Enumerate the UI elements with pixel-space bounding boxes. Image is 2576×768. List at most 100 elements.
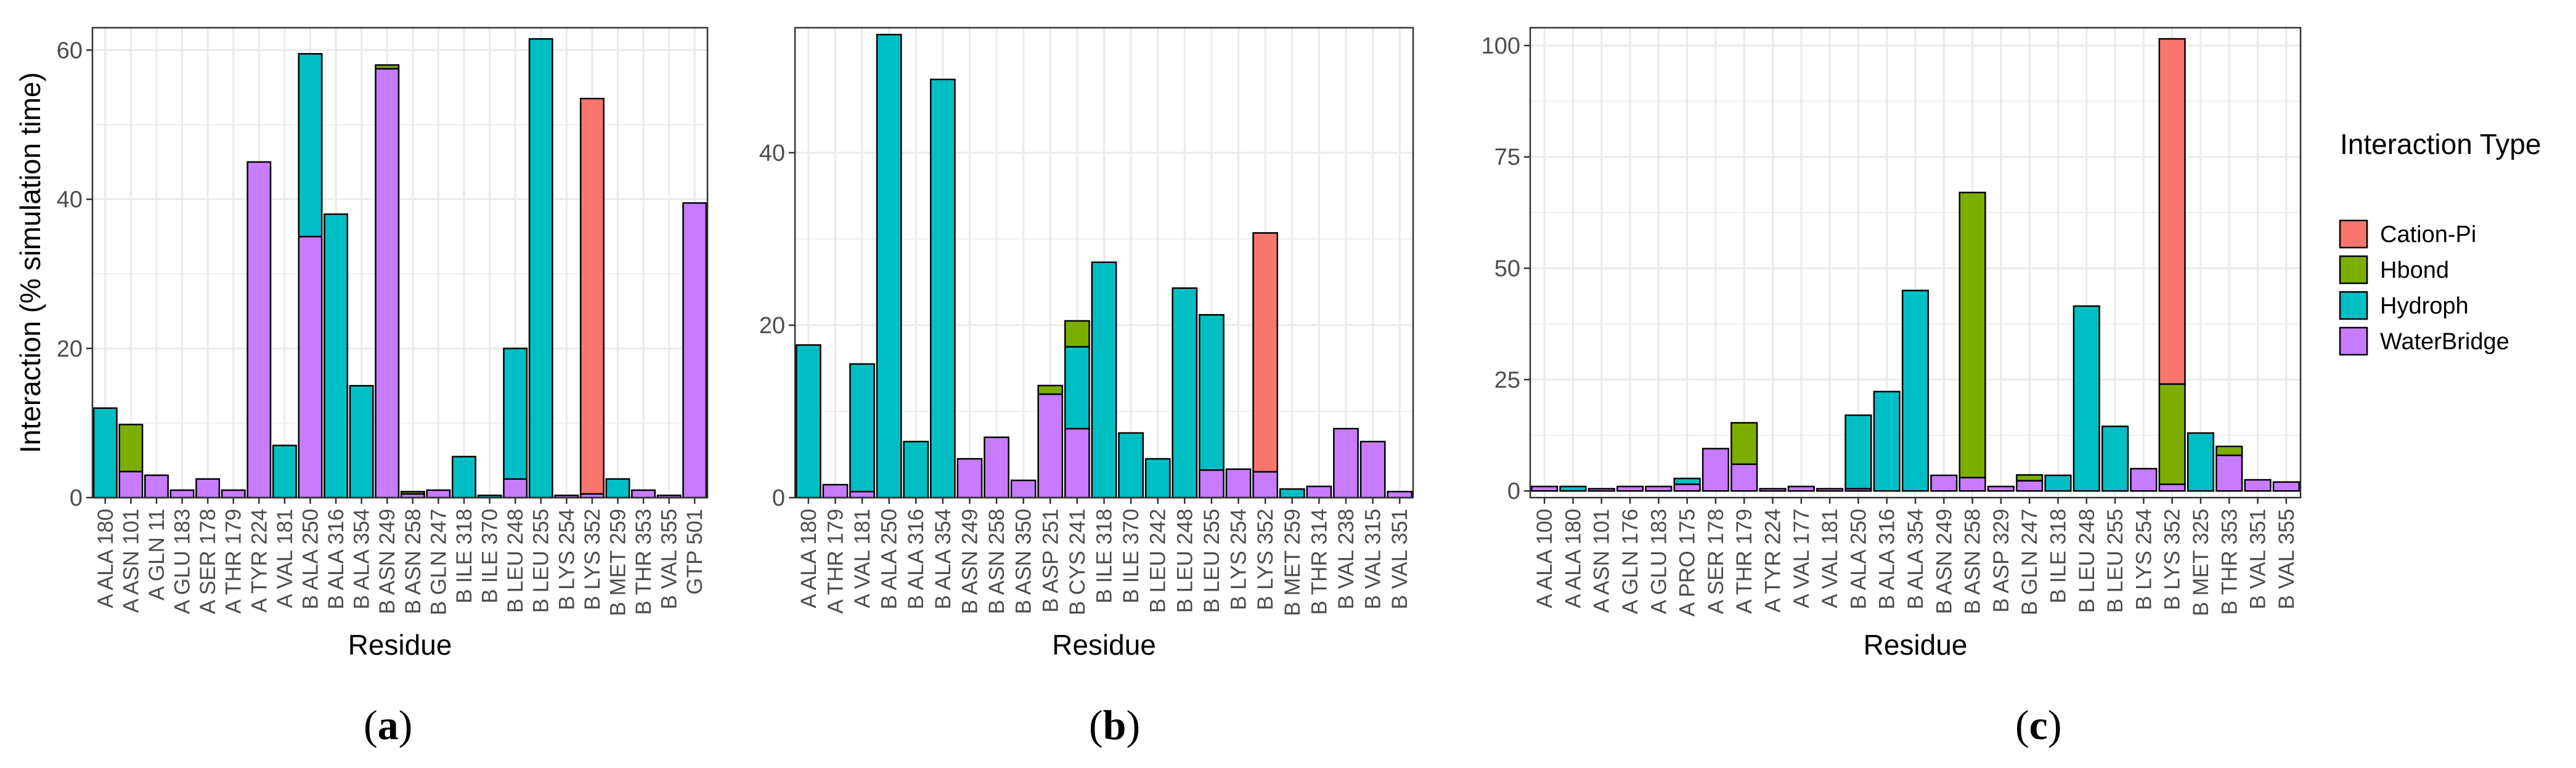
- bar-hbond-b-asp-251: [1037, 384, 1064, 395]
- bar-waterbridge-b-lys-254: [1225, 468, 1252, 499]
- x-tick-label: A THR 179: [222, 509, 246, 614]
- x-tick-label: B CYS 241: [1066, 509, 1090, 615]
- bar-cation-pi-b-lys-352: [1252, 232, 1279, 473]
- x-tick-label: B LYS 352: [1253, 509, 1278, 610]
- legend: Interaction Type Cation-Pi Hbond Hydroph Wa…: [2339, 128, 2541, 356]
- bar-cation-pi-b-lys-352: [579, 97, 605, 495]
- bar-waterbridge-a-tyr-224: [247, 161, 272, 499]
- bar-waterbridge-b-asn-258: [1958, 477, 1986, 492]
- bar-hydroph-b-leu-255: [528, 38, 553, 499]
- bars: [1531, 38, 2300, 492]
- bar-hbond-b-gln-247: [2016, 474, 2044, 482]
- x-tick-label: A THR 179: [1732, 509, 1756, 614]
- bar-waterbridge-b-asn-258: [984, 436, 1009, 499]
- x-tick-label: B ASP 329: [1989, 509, 2013, 613]
- panel-frame: [91, 26, 709, 499]
- bar-waterbridge-a-thr-179: [1730, 463, 1758, 492]
- x-tick-label: B ALA 316: [904, 509, 928, 609]
- bar-hydroph-b-ile-370: [1118, 432, 1144, 499]
- bar-hydroph-b-ala-316: [903, 440, 929, 499]
- bar-hydroph-b-ala-316: [324, 213, 349, 499]
- legend-item-cationpi: Cation-Pi: [2339, 219, 2476, 249]
- x-tick-label: B ILE 318: [452, 509, 476, 604]
- bar-hydroph-b-met-259: [605, 478, 630, 499]
- bar-hbond-b-asn-258: [1958, 192, 1986, 479]
- bar-waterbridge-b-asp-329: [1987, 485, 2015, 492]
- bar-waterbridge-b-thr-353: [2215, 455, 2243, 492]
- panel-letters: (a) (b) (c): [364, 701, 2062, 748]
- legend-label: Hbond: [2380, 257, 2449, 283]
- y-tick-label: 25: [1494, 367, 1520, 393]
- bar-hbond-b-thr-353: [2215, 445, 2243, 456]
- x-tick-label: B VAL 351: [2246, 509, 2270, 609]
- gridlines: [92, 28, 707, 499]
- x-tick-label: B ASN 258: [401, 509, 425, 614]
- y-tick-label: 40: [759, 140, 785, 166]
- bar-waterbridge-a-glu-183: [169, 489, 195, 499]
- legend-swatch: [2339, 219, 2368, 249]
- bar-hydroph-a-ala-180: [1559, 485, 1587, 492]
- bar-hydroph-b-ile-318: [1091, 261, 1117, 499]
- bar-waterbridge-a-thr-179: [221, 489, 246, 499]
- x-tick-label: B MET 259: [1281, 509, 1305, 616]
- x-tick-label: B VAL 315: [1361, 509, 1385, 609]
- bar-waterbridge-a-ser-178: [1702, 448, 1730, 492]
- x-tick-label: B ASP 251: [1038, 509, 1062, 613]
- bar-waterbridge-a-gln-176: [1616, 485, 1644, 492]
- x-tick-label: B THR 353: [632, 509, 656, 615]
- x-tick-label: B VAL 355: [2275, 509, 2299, 609]
- bar-waterbridge-b-asn-350: [1010, 479, 1037, 499]
- x-tick-label: B MET 325: [2189, 509, 2213, 616]
- bar-waterbridge-b-lys-254: [2130, 467, 2158, 492]
- legend-items: Cation-Pi Hbond Hydroph WaterBridge: [2339, 219, 2509, 356]
- x-tick-label: A VAL 181: [850, 509, 874, 608]
- x-tick-label: B ASN 249: [958, 509, 982, 614]
- legend-swatch: [2339, 291, 2368, 320]
- x-tick-label: B ALA 354: [931, 509, 955, 609]
- x-tick-label: B LEU 248: [1173, 509, 1197, 613]
- x-tick-label: B LEU 248: [503, 509, 528, 613]
- x-tick-label: B ASN 258: [1961, 509, 1985, 614]
- bar-hydroph-b-ile-318: [2044, 474, 2072, 492]
- x-tick-label: B ILE 318: [1093, 509, 1117, 604]
- x-axis-title: Residue: [1864, 629, 1968, 661]
- bar-waterbridge-a-thr-179: [822, 483, 849, 499]
- legend-swatch: [2339, 326, 2368, 356]
- bar-waterbridge-b-leu-255: [1199, 469, 1225, 499]
- bar-waterbridge-a-asn-101: [118, 471, 144, 499]
- x-tick-label: B LYS 254: [1227, 509, 1251, 610]
- bars: [92, 38, 707, 499]
- y-axis: 0 20 40 60: [57, 38, 92, 511]
- bar-hydroph-a-pro-175: [1673, 477, 1701, 485]
- panel-letter-a: (a): [364, 701, 412, 748]
- x-tick-label: A VAL 181: [1818, 509, 1842, 608]
- x-tick-label: A ALA 180: [1561, 509, 1585, 608]
- bar-waterbridge-b-lys-352: [2158, 483, 2186, 492]
- bar-waterbridge-b-lys-352: [1252, 471, 1279, 499]
- bar-waterbridge-a-gln-11: [144, 474, 169, 499]
- legend-swatch: [2339, 255, 2368, 285]
- x-tick-label: B ASN 249: [375, 509, 399, 614]
- bar-waterbridge-a-ala-100: [1531, 485, 1559, 492]
- x-tick-label: B ILE 370: [1119, 509, 1143, 604]
- x-tick-label: B THR 314: [1307, 509, 1331, 615]
- x-tick-label: B ALA 354: [350, 509, 374, 609]
- bar-hbond-b-lys-352: [2158, 383, 2186, 485]
- x-tick-label: A ASN 101: [1590, 509, 1614, 613]
- x-tick-label: A ASN 101: [119, 509, 143, 613]
- x-tick-label: B ALA 316: [1875, 509, 1899, 609]
- x-tick-label: B GLN 247: [426, 509, 450, 615]
- bar-hydroph-a-val-181: [849, 363, 875, 493]
- x-tick-label: B GLN 247: [2018, 509, 2042, 615]
- bar-hydroph-b-ala-354: [1901, 289, 1930, 492]
- x-tick-label: GTP 501: [683, 509, 707, 594]
- x-tick-label: A GLU 183: [171, 509, 195, 614]
- x-axis: A ALA 180 A THR 179 A VAL 181 B ALA 250 B AL…: [797, 498, 1412, 616]
- x-axis-title: Residue: [1052, 629, 1156, 661]
- legend-title: Interaction Type: [2340, 128, 2541, 160]
- bar-hydroph-b-leu-248: [1172, 287, 1198, 499]
- x-tick-label: A VAL 181: [273, 509, 297, 608]
- bar-hydroph-a-val-181: [272, 444, 297, 499]
